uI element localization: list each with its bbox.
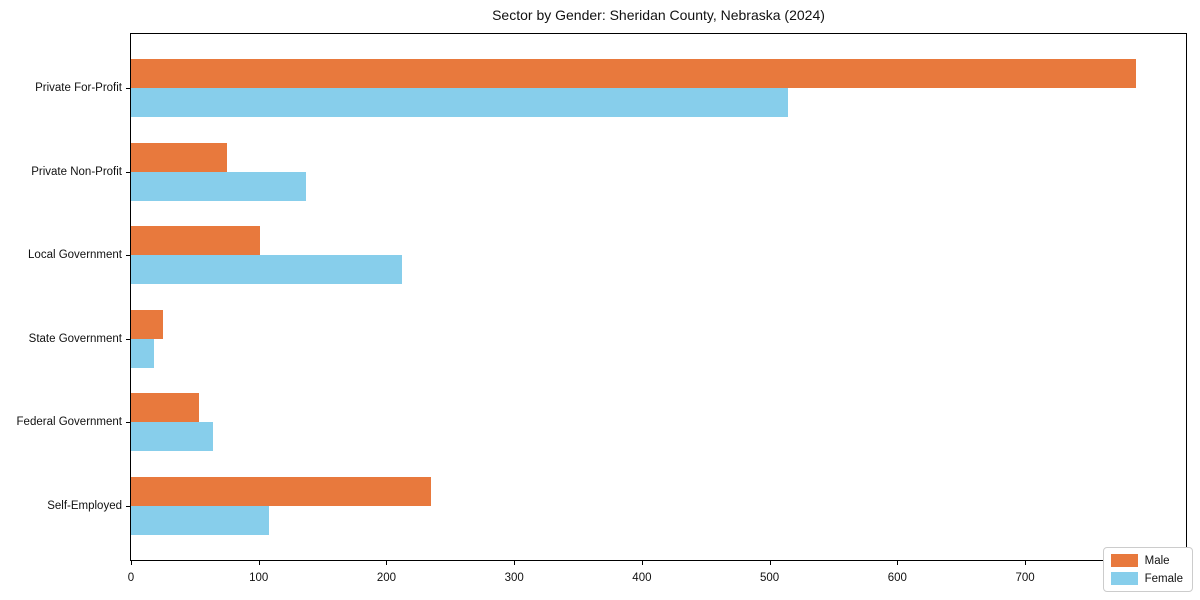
chart-title: Sector by Gender: Sheridan County, Nebra…	[492, 7, 825, 23]
x-tick-label: 700	[1015, 572, 1035, 584]
legend-entry-female: Female	[1110, 572, 1183, 585]
y-tick-label: State Government	[28, 333, 122, 345]
bar-female-5	[131, 505, 269, 535]
x-axis-tick	[386, 561, 388, 565]
x-tick-label: 500	[760, 572, 780, 584]
y-axis-tick	[126, 339, 130, 340]
y-tick-label: Private Non-Profit	[31, 166, 122, 178]
x-tick-label: 100	[249, 572, 269, 584]
y-tick-label: Private For-Profit	[35, 82, 122, 94]
plot-area: Private For-Profit Private Non-Profit Loca…	[17, 33, 1187, 584]
legend-label-male: Male	[1144, 554, 1170, 567]
x-axis-tick	[258, 561, 260, 565]
y-tick-label: Federal Government	[16, 416, 122, 428]
bar-male-1	[131, 142, 227, 172]
x-axis-tick	[641, 561, 643, 565]
y-tick-label: Self-Employed	[47, 500, 122, 512]
bar-male-2	[131, 226, 260, 256]
x-axis-tick	[897, 561, 899, 565]
legend-label-female: Female	[1144, 572, 1183, 585]
y-axis-tick	[126, 172, 130, 173]
bar-female-1	[131, 171, 306, 201]
y-axis-tick	[126, 255, 130, 256]
legend: Male Female	[1102, 547, 1193, 592]
x-axis-tick	[1025, 561, 1027, 565]
x-axis-tick	[131, 561, 132, 565]
bar-male-3	[131, 309, 163, 339]
legend-swatch-male	[1110, 554, 1138, 567]
y-tick-label: Local Government	[28, 249, 122, 261]
x-axis-tick	[514, 561, 516, 565]
x-tick-label: 200	[376, 572, 397, 584]
bar-male-5	[131, 476, 432, 506]
legend-swatch-female	[1110, 572, 1138, 585]
x-tick-label: 600	[887, 572, 907, 584]
x-tick-label: 400	[632, 572, 652, 584]
x-axis-tick	[769, 561, 771, 565]
x-tick-label: 300	[504, 572, 524, 584]
bar-female-2	[131, 255, 402, 285]
legend-entry-male: Male	[1110, 554, 1183, 567]
bar-female-4	[131, 422, 213, 452]
x-tick-label: 0	[127, 572, 135, 584]
y-axis-tick	[126, 88, 130, 89]
bar-male-0	[131, 59, 1137, 89]
y-axis-tick	[126, 506, 130, 507]
bar-female-3	[131, 338, 154, 368]
y-axis-tick	[126, 422, 130, 423]
bar-male-4	[131, 393, 199, 423]
bar-female-0	[131, 88, 788, 118]
